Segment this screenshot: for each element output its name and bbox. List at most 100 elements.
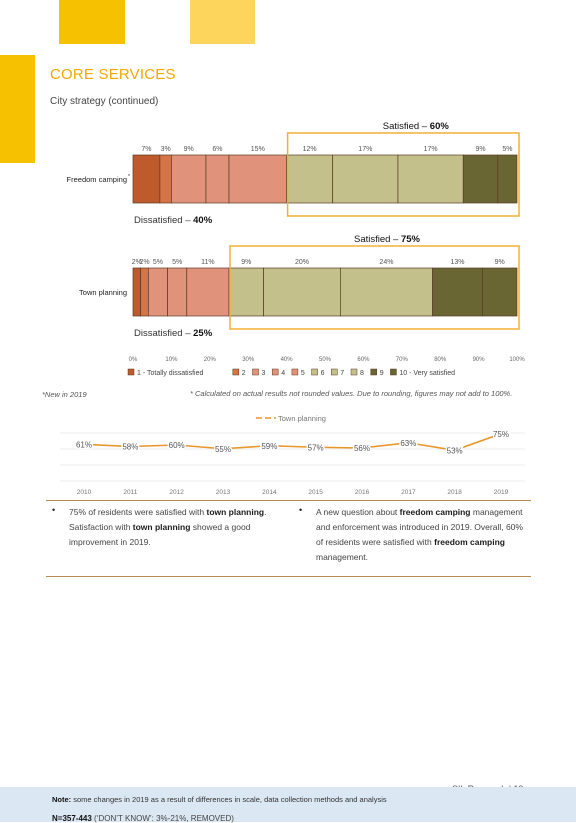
bar-segment bbox=[140, 267, 149, 317]
legend-swatch bbox=[350, 368, 358, 376]
segment-label: 12% bbox=[303, 146, 317, 153]
bar-segment bbox=[263, 267, 341, 317]
data-point bbox=[314, 446, 317, 449]
satisfied-summary: Satisfied – 60% bbox=[383, 121, 450, 132]
x-tick-label: 2016 bbox=[355, 489, 370, 496]
bar-segment bbox=[148, 267, 168, 317]
side-tab bbox=[0, 55, 35, 163]
x-tick-label: 80% bbox=[434, 357, 447, 363]
satisfied-summary: Satisfied – 75% bbox=[354, 234, 421, 245]
segment-label: 5% bbox=[172, 259, 182, 266]
bar-segment bbox=[228, 267, 264, 317]
segment-label: 20% bbox=[295, 259, 309, 266]
legend-label: 7 bbox=[340, 370, 344, 377]
data-label: 61% bbox=[76, 440, 92, 449]
bar-segment bbox=[132, 267, 142, 317]
segment-label: 3% bbox=[161, 146, 171, 153]
legend-label: 5 bbox=[301, 370, 305, 377]
bar-segment bbox=[167, 267, 188, 317]
category-note: * bbox=[128, 174, 130, 180]
series-line bbox=[83, 432, 502, 452]
data-label: 55% bbox=[215, 445, 231, 454]
segment-label: 9% bbox=[184, 146, 194, 153]
data-point bbox=[129, 445, 132, 448]
x-tick-label: 2017 bbox=[401, 489, 416, 496]
bar-segment bbox=[462, 154, 499, 204]
legend-label: 6 bbox=[321, 370, 325, 377]
divider-bottom bbox=[46, 576, 531, 577]
bar-segment bbox=[205, 154, 230, 204]
x-tick-label: 60% bbox=[357, 357, 370, 363]
x-tick-label: 10% bbox=[165, 357, 178, 363]
segment-label: 15% bbox=[251, 146, 265, 153]
segment-label: 11% bbox=[201, 259, 215, 266]
segment-label: 9% bbox=[241, 259, 251, 266]
sample-size-note: N=357-443 (‘DON’T KNOW’: 3%-21%, REMOVED… bbox=[52, 814, 234, 823]
bar-segment bbox=[186, 267, 230, 317]
data-point bbox=[500, 432, 502, 435]
x-tick-label: 2012 bbox=[169, 489, 184, 496]
x-tick-label: 90% bbox=[473, 357, 486, 363]
category-label: Town planning bbox=[79, 288, 127, 297]
dissatisfied-summary: Dissatisfied – 40% bbox=[134, 215, 213, 226]
data-label: 57% bbox=[308, 443, 324, 452]
segment-label: 9% bbox=[495, 259, 505, 266]
bar-segment bbox=[482, 267, 518, 317]
x-tick-label: 20% bbox=[204, 357, 217, 363]
segment-label: 9% bbox=[475, 146, 485, 153]
legend-swatch bbox=[271, 368, 279, 376]
legend-swatch bbox=[331, 368, 338, 376]
x-tick-label: 70% bbox=[396, 357, 409, 363]
x-tick-label: 30% bbox=[242, 357, 255, 363]
legend-label: Town planning bbox=[278, 414, 326, 423]
bar-segment bbox=[497, 154, 518, 204]
segment-label: 24% bbox=[379, 259, 393, 266]
footnote-new: *New in 2019 bbox=[42, 390, 87, 399]
legend-label: 9 bbox=[380, 370, 384, 377]
bar-segment bbox=[340, 267, 433, 317]
bar-segment bbox=[159, 154, 172, 204]
x-tick-label: 100% bbox=[509, 357, 525, 363]
data-point bbox=[407, 441, 410, 444]
bar-segment bbox=[432, 267, 483, 317]
x-tick-label: 0% bbox=[129, 357, 138, 363]
satisfaction-bar-chart: 0% 10% 20% 30% 40% 50% 60% 70% 80% 90% 100% Freedom… bbox=[67, 121, 526, 377]
legend-label: 10 - Very satisfied bbox=[399, 370, 455, 377]
legend-swatch bbox=[252, 368, 259, 376]
segment-label: 13% bbox=[450, 259, 464, 266]
x-tick-label: 2018 bbox=[447, 489, 462, 496]
data-label: 58% bbox=[122, 443, 138, 452]
satisfied-highlight-box bbox=[229, 245, 520, 330]
data-point bbox=[83, 443, 85, 446]
segment-label: 2% bbox=[132, 259, 142, 266]
legend-label: 8 bbox=[360, 370, 364, 377]
data-point bbox=[453, 449, 456, 452]
category-label: Freedom camping bbox=[67, 175, 127, 184]
satisfied-highlight-box bbox=[286, 132, 520, 217]
segment-label: 7% bbox=[141, 146, 151, 153]
segment-label: 17% bbox=[358, 146, 372, 153]
bar-segment bbox=[397, 154, 464, 204]
data-label: 53% bbox=[447, 446, 463, 455]
data-point bbox=[361, 447, 363, 449]
legend-swatch bbox=[127, 368, 135, 376]
footnote-rounding: * Calculated on actual results not round… bbox=[190, 389, 513, 398]
footer-note: Note: some changes in 2019 as a result o… bbox=[52, 795, 387, 804]
data-point bbox=[222, 447, 224, 450]
bullet-text: A new question about freedom camping man… bbox=[316, 507, 523, 562]
bullet-text: 75% of residents were satisfied with tow… bbox=[69, 507, 267, 547]
data-point bbox=[175, 444, 178, 446]
bullet-marker: • bbox=[299, 505, 303, 515]
bar-segment bbox=[286, 154, 334, 204]
header-block-left bbox=[59, 0, 125, 44]
x-tick-label: 2013 bbox=[216, 489, 231, 496]
data-label: 59% bbox=[261, 442, 277, 451]
x-tick-label: 2019 bbox=[494, 489, 509, 496]
data-point bbox=[268, 444, 271, 447]
section-title: CORE SERVICES bbox=[50, 66, 176, 83]
data-label: 63% bbox=[400, 439, 416, 448]
x-tick-label: 2015 bbox=[308, 489, 323, 496]
bar-segment bbox=[332, 154, 399, 204]
x-tick-label: 2014 bbox=[262, 489, 277, 496]
bar-segment bbox=[132, 154, 161, 204]
